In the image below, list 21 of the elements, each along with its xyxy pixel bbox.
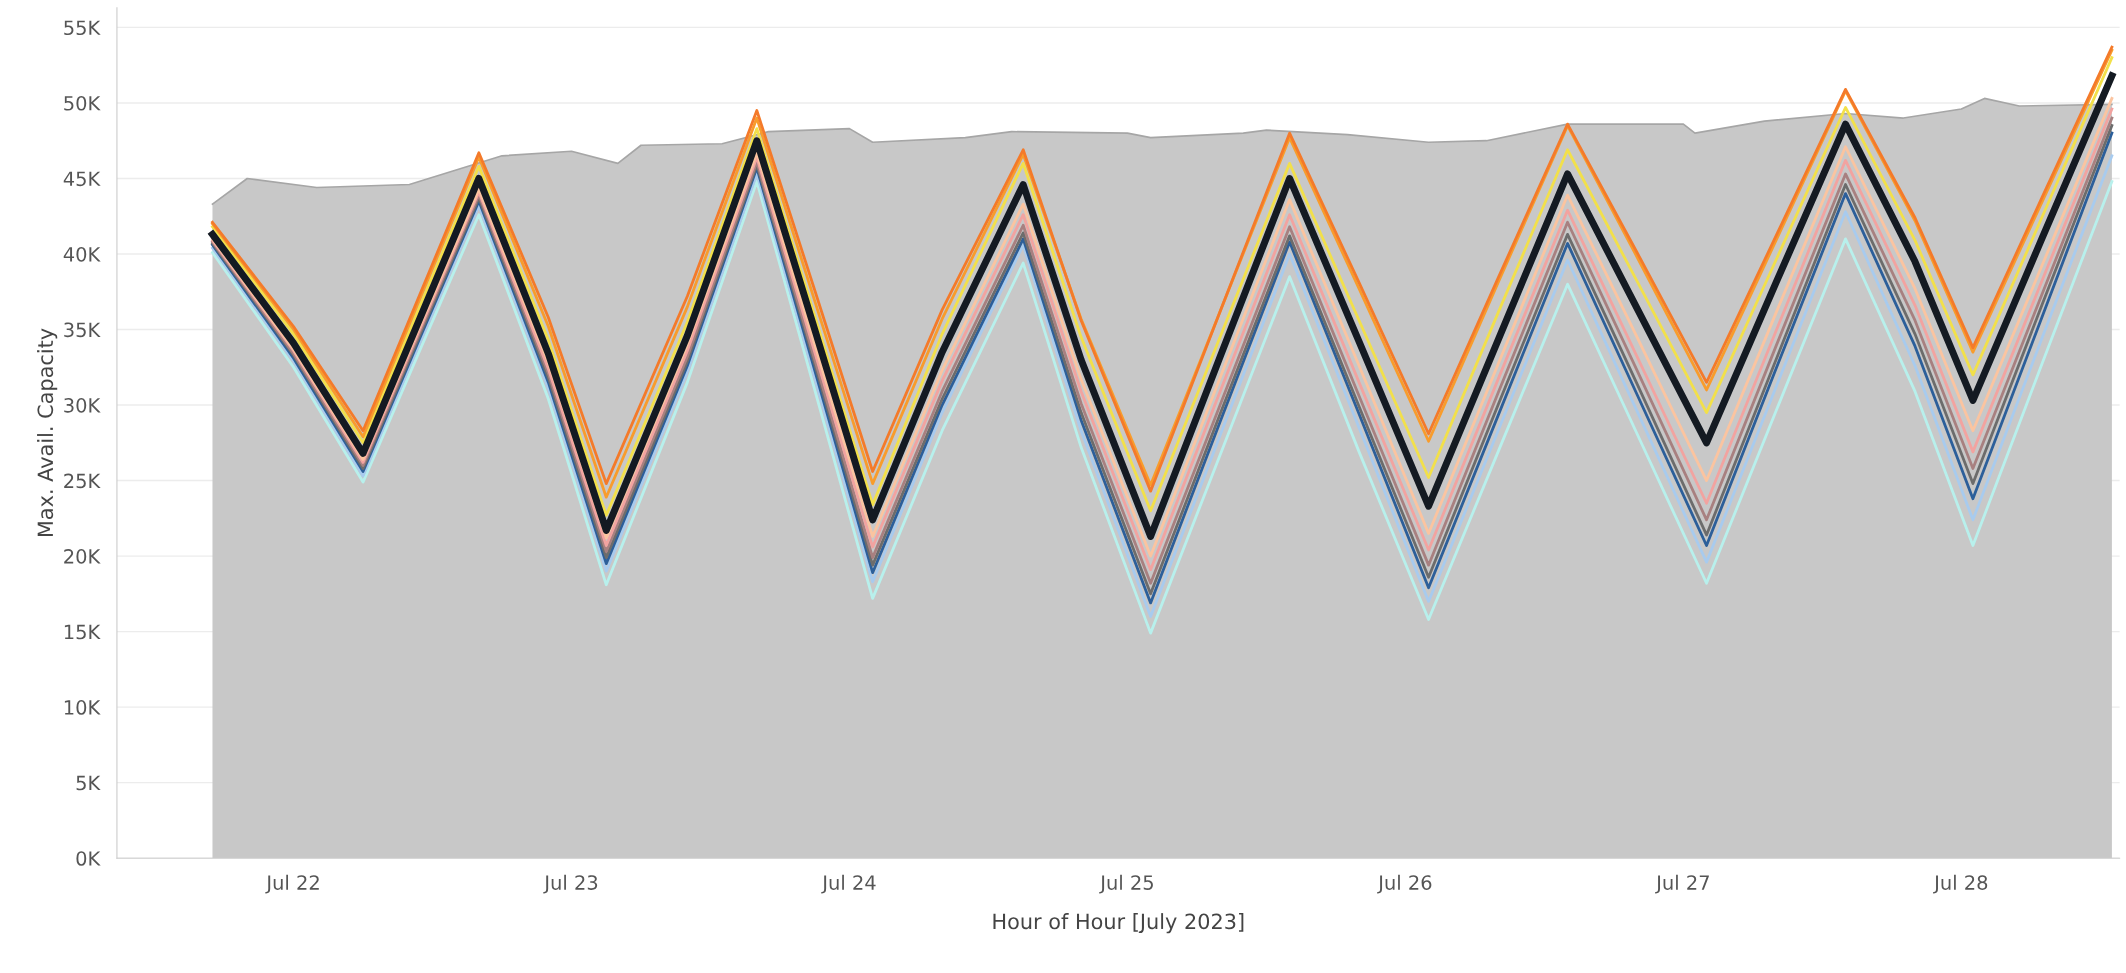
- y-tick-label: 45K: [63, 171, 101, 187]
- y-tick-label: 15K: [64, 624, 101, 640]
- y-axis-title: Max. Avail. Capacity: [37, 328, 58, 537]
- y-tick-label: 50K: [64, 95, 101, 111]
- y-tick-label: 25K: [64, 473, 101, 489]
- x-tick-label: Jul 26: [1377, 874, 1432, 894]
- x-tick-label: Jul 28: [1933, 874, 1988, 894]
- x-tick-label: Jul 24: [821, 874, 876, 894]
- x-tick-label: Jul 22: [265, 874, 319, 894]
- y-tick-label: 35K: [64, 322, 101, 338]
- x-axis-title: Hour of Hour [July 2023]: [993, 913, 1244, 934]
- y-tick-label: 30K: [64, 398, 101, 413]
- y-tick-label: 0K: [76, 851, 101, 866]
- y-tick-label: 55K: [64, 20, 101, 36]
- y-tick-label: 5K: [76, 775, 101, 791]
- x-tick-label: Jul 27: [1655, 874, 1709, 894]
- y-tick-label: 40K: [63, 246, 101, 262]
- y-tick-label: 10K: [64, 700, 101, 715]
- x-tick-label: Jul 23: [543, 874, 598, 894]
- x-tick-label: Jul 25: [1099, 874, 1153, 894]
- y-tick-label: 20K: [64, 549, 101, 564]
